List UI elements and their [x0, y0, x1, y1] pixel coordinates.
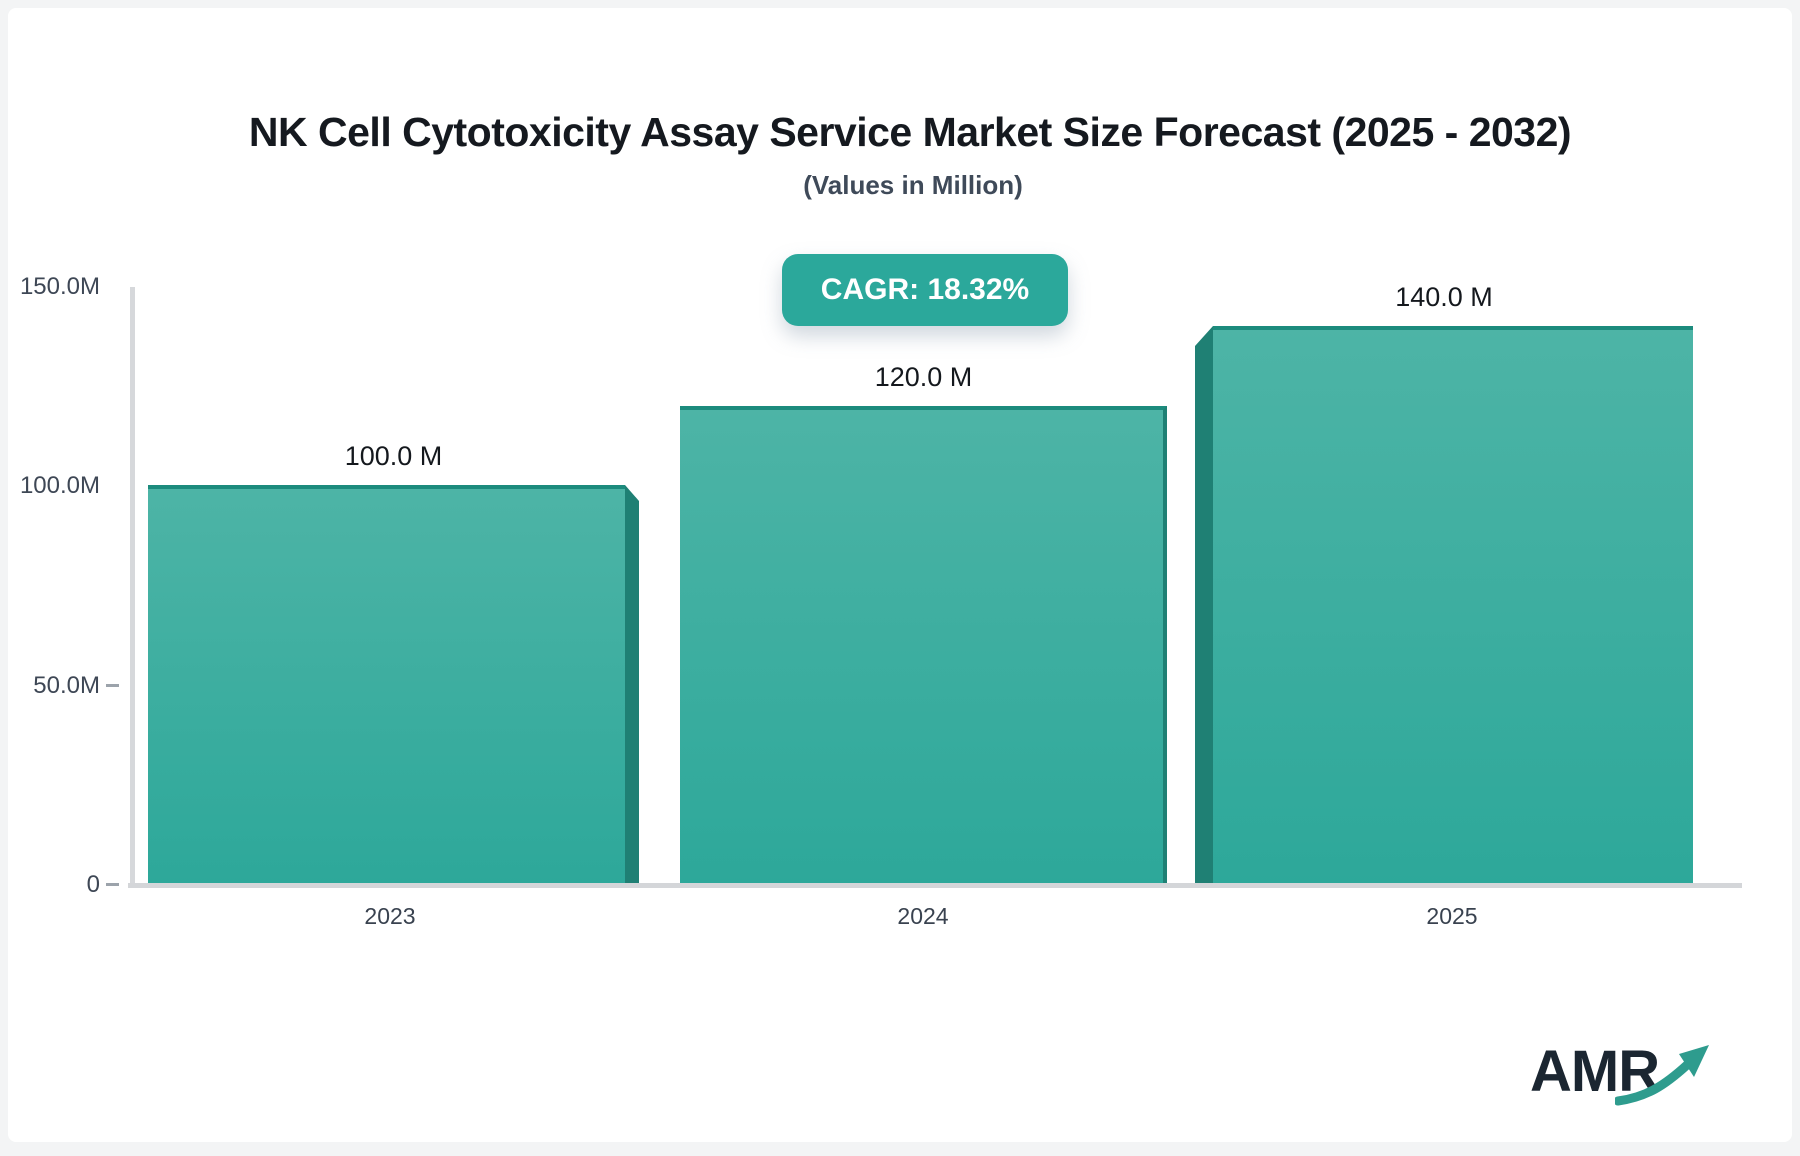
bar-2025[interactable]: 140.0 M — [1195, 282, 1693, 884]
bar-face — [680, 406, 1167, 884]
page-title: NK Cell Cytotoxicity Assay Service Marke… — [248, 109, 1572, 155]
y-tick-label-50m: 50.0M — [33, 672, 100, 699]
amr-logo: AMR — [1530, 1036, 1710, 1108]
y-tick-label-150m: 150.0M — [19, 273, 100, 300]
bar-value-label: 100.0 M — [344, 441, 443, 471]
bar-2023[interactable]: 100.0 M — [148, 441, 639, 884]
y-tick-mark-0 — [106, 883, 119, 886]
x-axis-label-2024: 2024 — [897, 903, 949, 929]
cagr-badge: CAGR: 18.32% — [782, 254, 1068, 326]
bar-value-label: 140.0 M — [1395, 282, 1493, 312]
bar-3d-side — [625, 485, 639, 884]
bar-value-label: 120.0 M — [874, 362, 973, 392]
x-axis-label-2025: 2025 — [1426, 903, 1478, 929]
page-subtitle: (Values in Million) — [803, 170, 1023, 200]
bar-face — [1213, 326, 1693, 884]
x-axis-line — [128, 883, 1742, 888]
bar-face — [148, 485, 625, 884]
bar-2024[interactable]: 120.0 M — [680, 362, 1167, 884]
y-tick-label-0: 0 — [86, 871, 100, 898]
y-axis-line — [130, 287, 135, 885]
y-tick-label-100m: 100.0M — [19, 472, 100, 499]
growth-arrow-icon — [1615, 1045, 1709, 1106]
y-tick-mark-50m — [106, 684, 119, 687]
bar-3d-side — [1195, 326, 1213, 884]
x-axis-label-2023: 2023 — [364, 903, 416, 929]
